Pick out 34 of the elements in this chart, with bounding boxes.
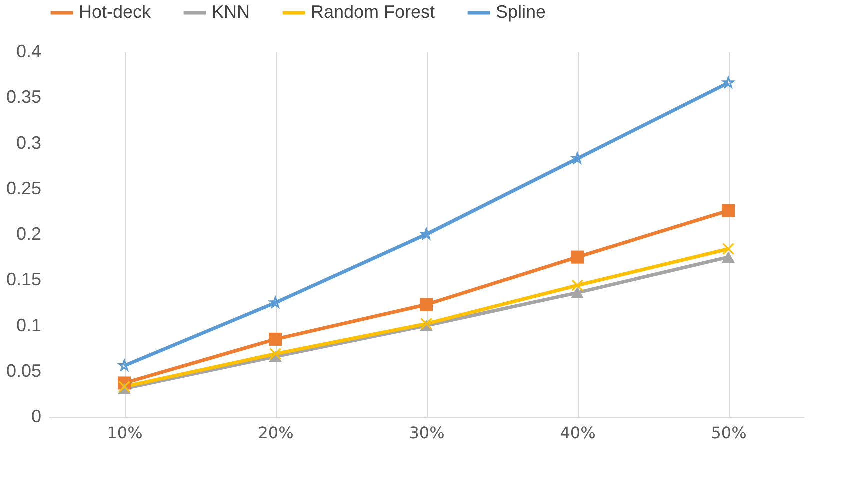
point (118, 380, 131, 393)
x-tick-label: 30% (409, 424, 445, 442)
legend-label: KNN (212, 2, 250, 22)
y-tick-label: 0.4 (16, 42, 42, 62)
point (571, 280, 584, 292)
y-tick-label: 0.2 (16, 224, 42, 244)
point (118, 360, 130, 371)
point (269, 348, 282, 360)
point (572, 152, 584, 164)
y-tick-label: 0.35 (6, 87, 42, 108)
x-tick-label: 20% (258, 424, 294, 442)
point (722, 252, 736, 263)
point (270, 296, 282, 308)
legend-label: Random Forest (311, 2, 436, 22)
y-tick-label: 0.05 (6, 360, 42, 381)
point (722, 204, 736, 218)
point (570, 287, 584, 299)
point (722, 76, 734, 88)
point (420, 298, 434, 312)
y-tick-label: 0.25 (6, 178, 42, 198)
y-tick-label: 0 (31, 406, 42, 426)
x-tick-label: 40% (560, 424, 596, 442)
x-tick-label: 10% (107, 424, 143, 442)
legend-label: Spline (496, 2, 546, 22)
y-tick-label: 0.1 (16, 315, 42, 336)
point (268, 332, 282, 346)
point (722, 243, 735, 256)
point (570, 250, 584, 264)
x-tick-label: 50% (711, 424, 747, 442)
y-tick-label: 0.3 (16, 132, 42, 153)
point (420, 318, 433, 330)
point (420, 228, 432, 240)
y-tick-label: 0.15 (6, 270, 42, 290)
legend-label: Hot-deck (79, 2, 152, 22)
